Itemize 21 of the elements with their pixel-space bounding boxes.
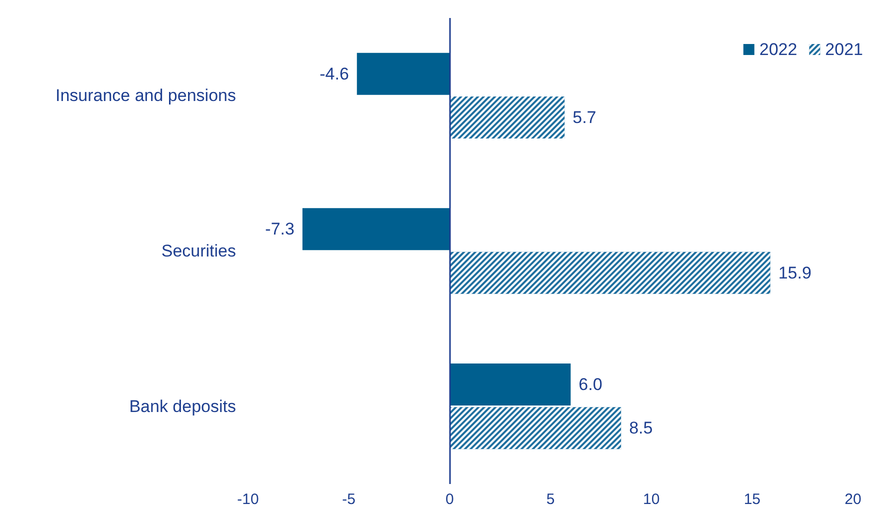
y-tick-label: Insurance and pensions	[55, 86, 236, 106]
data-label: -7.3	[265, 220, 294, 239]
data-label: -4.6	[320, 64, 349, 84]
data-label: 15.9	[778, 263, 812, 282]
x-tick-label: 20	[844, 491, 862, 508]
y-tick-label: Securities	[161, 242, 236, 260]
x-tick-label: 0	[445, 491, 454, 508]
legend-label: 2021	[825, 40, 864, 59]
x-tick-label: 10	[642, 491, 660, 508]
x-tick-label: 15	[744, 491, 761, 508]
x-tick-label: 5	[546, 491, 555, 508]
data-label: 5.7	[572, 108, 596, 128]
x-tick-label: -5	[342, 491, 356, 508]
legend-label: 2022	[759, 40, 798, 59]
bar	[356, 52, 450, 95]
x-tick-label: -10	[237, 491, 259, 508]
bar	[302, 208, 450, 250]
bar	[450, 363, 571, 406]
data-label: 8.5	[629, 418, 653, 438]
y-tick-label: Bank deposits	[129, 396, 236, 416]
data-label: 6.0	[578, 374, 602, 394]
